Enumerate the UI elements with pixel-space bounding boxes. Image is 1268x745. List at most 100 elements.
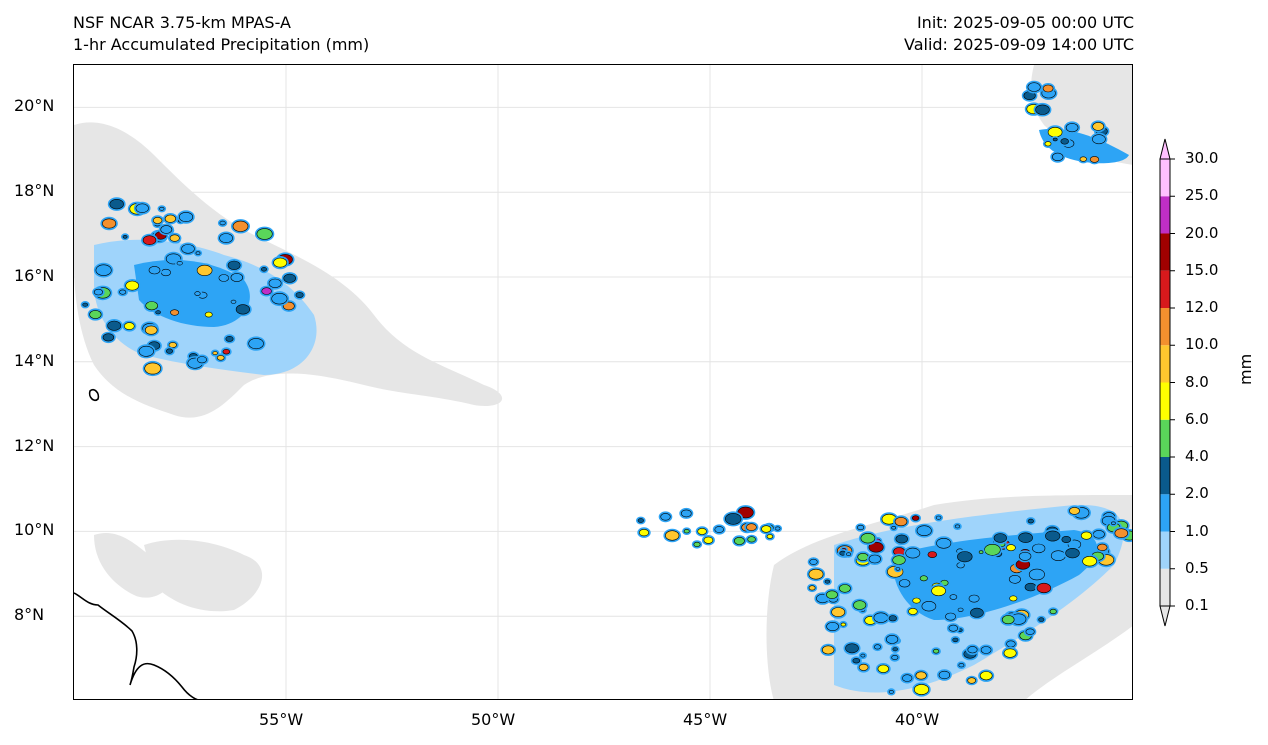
precip-cell-core-63 (194, 291, 201, 296)
precip-cell-core-111 (808, 585, 816, 591)
precip-cell-core-207 (1082, 556, 1097, 567)
precip-cell-core-141 (945, 612, 956, 621)
colorbar-segment-2 (1160, 494, 1170, 532)
precip-cell-core-43 (271, 293, 288, 305)
precip-cell-core-31 (102, 333, 115, 342)
precip-cell-core-186 (1093, 530, 1105, 539)
precip-cell-core-183 (931, 585, 946, 597)
precip-cell-core-28 (248, 338, 264, 350)
precip-area-west-south (94, 532, 171, 598)
precip-cell-core-241 (1089, 156, 1100, 163)
precip-cell-core-49 (82, 302, 88, 307)
precip-cell-core-59 (169, 234, 180, 242)
title-left: NSF NCAR 3.75-km MPAS-A 1-hr Accumulated… (73, 12, 369, 56)
colorbar-label-9: 15.0 (1185, 260, 1219, 279)
precip-cell-core-92 (892, 555, 906, 565)
lon-tick-label-3: 40°W (895, 710, 940, 729)
colorbar-label-4: 4.0 (1185, 447, 1209, 465)
precip-cell-core-216 (747, 536, 756, 543)
precip-area-west-south-2 (144, 539, 263, 612)
precip-cell-core-121 (857, 552, 869, 561)
precip-cell-core-164 (968, 594, 980, 603)
precip-cell-core-94 (954, 524, 961, 529)
precip-cell-core-86 (927, 551, 937, 558)
lat-tick-label-4: 12°N (14, 435, 55, 455)
precip-cell-core-196 (1018, 551, 1032, 561)
precip-cell-core-153 (888, 615, 897, 622)
precip-cell-core-176 (895, 567, 901, 571)
precip-cell-core-133 (858, 663, 869, 671)
precip-cell-core-129 (891, 526, 897, 530)
precip-cell-core-87 (1049, 608, 1057, 615)
model-title: NSF NCAR 3.75-km MPAS-A (73, 13, 291, 32)
precip-cell-core-152 (1025, 628, 1035, 635)
precip-cell-core-127 (935, 515, 942, 520)
precip-cell-core-32 (181, 244, 195, 254)
precip-cell-core-211 (1032, 543, 1046, 554)
precip-cell-core-93 (979, 671, 993, 681)
precip-cell-core-11 (225, 335, 234, 342)
precip-cell-core-142 (852, 657, 861, 664)
precip-cell-core-162 (949, 594, 958, 600)
lat-tick-label-3: 14°N (14, 350, 55, 370)
precip-cell-core-179 (826, 590, 838, 599)
precip-cell-core-62 (138, 345, 154, 357)
precip-cell-core-232 (638, 529, 649, 537)
precip-cell-core-147 (895, 534, 908, 544)
precip-cell-core-193 (1027, 518, 1034, 524)
precip-cell-core-140 (902, 674, 913, 682)
colorbar-segment-0 (1160, 568, 1170, 606)
colorbar-label-10: 20.0 (1185, 223, 1219, 242)
colorbar-segment-11 (1160, 159, 1170, 197)
precip-cell-core-40 (232, 220, 249, 232)
precip-cell-core-48 (204, 311, 213, 318)
precip-cell-core-180 (905, 547, 921, 559)
precip-cell-core-84 (873, 644, 881, 650)
precip-cell-core-228 (703, 536, 714, 544)
precip-cell-core-65 (176, 261, 183, 266)
precip-cell-core-252 (1042, 84, 1054, 93)
precip-cell-core-110 (993, 533, 1007, 543)
precip-cell-core-88 (970, 607, 984, 618)
precip-cell-core-53 (123, 322, 135, 330)
precip-cell-core-68 (160, 225, 173, 234)
precip-cell-core-240 (1092, 122, 1105, 131)
precip-cell-core-175 (957, 607, 964, 612)
precip-cell-core-71 (152, 216, 163, 224)
precip-cell-core-149 (912, 597, 921, 604)
precip-cell-core-169 (860, 533, 876, 544)
precip-cell-core-117 (1008, 574, 1021, 584)
precip-cell-core-58 (196, 264, 213, 276)
precip-cell-core-20 (195, 251, 201, 255)
precip-cell-core-244 (1052, 137, 1058, 142)
precip-cell-core-23 (218, 274, 230, 282)
precip-cell-core-16 (219, 220, 226, 226)
precip-cell-core-33 (144, 362, 161, 375)
lat-tick-label-0: 20°N (14, 96, 55, 116)
precip-cell-core-61 (222, 349, 231, 355)
precip-cell-core-125 (932, 648, 940, 654)
precip-cell-core-52 (283, 273, 296, 283)
precip-cell-core-107 (936, 537, 952, 549)
precip-cell-core-173 (808, 568, 824, 580)
precip-cell-core-26 (212, 351, 218, 356)
precip-cell-core-57 (179, 212, 194, 223)
precip-cell-core-238 (1051, 152, 1064, 161)
precip-cell-core-166 (967, 646, 978, 654)
precip-cell-core-234 (683, 529, 690, 534)
precip-cell-core-25 (268, 278, 282, 288)
precip-cell-core-115 (938, 670, 951, 680)
precip-cell-core-210 (1111, 521, 1116, 525)
colorbar-label-3: 2.0 (1185, 484, 1209, 503)
precip-cell-core-13 (89, 310, 102, 319)
precip-cell-core-90 (913, 684, 929, 695)
colorbar-segment-9 (1160, 233, 1170, 271)
precip-cell-core-144 (839, 584, 851, 593)
precip-cell-core-73 (102, 218, 117, 229)
precip-cell-core-66 (219, 233, 233, 243)
precip-cell-core-100 (877, 664, 889, 673)
precip-cell-core-136 (980, 646, 992, 654)
colorbar (1159, 138, 1175, 627)
precip-cell-core-253 (1035, 104, 1050, 115)
precip-cell-core-47 (261, 267, 268, 272)
